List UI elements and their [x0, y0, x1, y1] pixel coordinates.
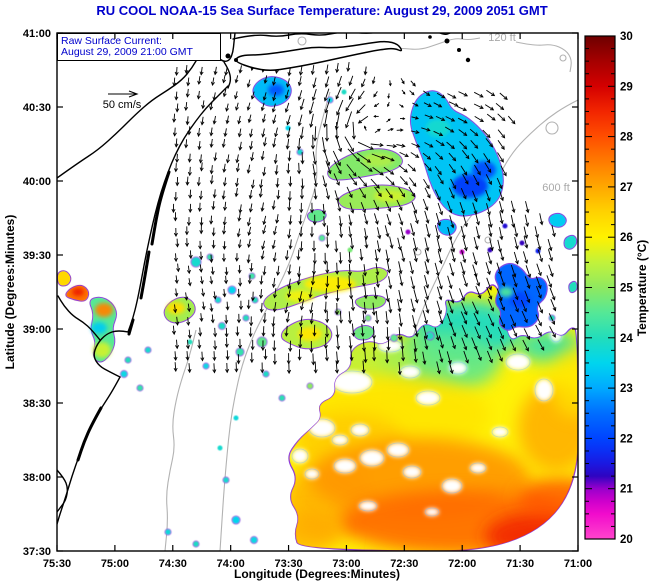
- y-tick-label: 40:00: [23, 176, 51, 188]
- island: [445, 39, 450, 44]
- island: [234, 58, 238, 62]
- sst-speckle: [219, 323, 226, 330]
- sst-speckle: [228, 286, 236, 294]
- colorbar-tick-label: 24: [620, 333, 633, 345]
- x-tick-label: 71:30: [506, 558, 534, 570]
- depth-label-120ft: 120 ft: [488, 32, 516, 44]
- sst-patch-core: [472, 161, 496, 179]
- sst-patch-core: [499, 287, 513, 297]
- current-vector: [299, 163, 300, 174]
- colorbar-label: Temperature (°C): [635, 240, 649, 337]
- scale-arrow-label: 50 cm/s: [103, 99, 142, 111]
- current-vector: [337, 263, 338, 274]
- sst-patch-core: [268, 84, 284, 96]
- sst-patch-core: [72, 288, 84, 296]
- y-tick-label: 40:30: [23, 102, 51, 114]
- current-vector: [326, 302, 327, 313]
- colorbar: 30 29 28 27 26 25 24 23 22 21 20: [585, 31, 633, 546]
- sst-speckle: [342, 90, 347, 95]
- sst-speckle: [243, 315, 249, 321]
- colorbar-tick-label: 23: [620, 383, 633, 395]
- colorbar-tick-label: 21: [620, 484, 633, 496]
- colorbar-tick-label: 28: [620, 132, 633, 144]
- y-tick-label: 38:30: [23, 398, 51, 410]
- sst-speckle: [232, 516, 240, 524]
- current-vector: [313, 354, 314, 365]
- sst-speckle: [236, 348, 244, 356]
- sst-speckle: [279, 395, 285, 401]
- sst-speckle: [234, 416, 239, 421]
- annotation-line2: August 29, 2009 21:00 GMT: [61, 46, 194, 58]
- current-vector: [374, 338, 375, 351]
- colorbar-tick-label: 29: [620, 81, 633, 93]
- sst-speckle: [191, 257, 201, 267]
- island: [226, 54, 231, 59]
- island: [457, 48, 461, 52]
- y-tick-label: 41:00: [23, 28, 51, 40]
- depth-label-600ft: 600 ft: [542, 182, 570, 194]
- colorbar-tick-label: 30: [620, 31, 633, 43]
- sst-speckle: [365, 315, 371, 321]
- sst-speckle: [251, 537, 258, 544]
- sst-speckle: [193, 541, 199, 547]
- current-vector: [302, 152, 303, 163]
- x-tick-label: 75:30: [43, 558, 71, 570]
- sst-speckle: [307, 383, 313, 389]
- sst-speckle: [520, 241, 525, 246]
- sst-speckle: [218, 446, 223, 451]
- current-vector: [327, 237, 328, 248]
- y-tick-label: 39:00: [23, 324, 51, 336]
- sst-speckle: [165, 529, 171, 535]
- island: [466, 58, 470, 62]
- sst-patch-core: [95, 303, 113, 317]
- sst-speckle: [406, 230, 411, 235]
- y-tick-label: 39:30: [23, 250, 51, 262]
- sst-speckle: [257, 337, 267, 347]
- sst-speckle: [319, 235, 325, 241]
- colorbar-tick-label: 27: [620, 182, 633, 194]
- figure-title: RU COOL NOAA-15 Sea Surface Temperature:…: [96, 3, 547, 18]
- x-axis-label: Longitude (Degrees:Minutes): [234, 567, 400, 581]
- current-vector: [374, 348, 375, 360]
- sst-speckle: [391, 335, 398, 342]
- sst-speckle: [223, 477, 229, 483]
- sst-speckle: [145, 347, 151, 353]
- sst-speckle: [503, 224, 508, 229]
- current-vector: [387, 327, 388, 340]
- sst-speckle: [549, 315, 555, 321]
- y-tick-label: 37:30: [23, 546, 51, 558]
- sst-speckle: [327, 97, 333, 103]
- sst-speckle: [203, 363, 209, 369]
- x-tick-label: 74:30: [159, 558, 187, 570]
- current-vector: [315, 362, 316, 373]
- x-tick-label: 71:00: [564, 558, 592, 570]
- surface-current-annotation: Raw Surface Current: August 29, 2009 21:…: [58, 34, 221, 61]
- colorbar-tick-label: 20: [620, 534, 633, 546]
- x-tick-label: 72:00: [448, 558, 476, 570]
- colorbar-tick-label: 25: [620, 283, 633, 295]
- y-tick-label: 38:00: [23, 472, 51, 484]
- colorbar-tick-label: 26: [620, 232, 633, 244]
- sst-speckle: [207, 254, 213, 260]
- y-axis-label: Latitude (Degrees:Minutes): [3, 215, 17, 370]
- sst-speckle: [125, 357, 131, 363]
- current-vector: [325, 337, 326, 349]
- colorbar-tick-label: 22: [620, 433, 633, 445]
- sst-speckle: [263, 371, 269, 377]
- sst-speckle: [121, 371, 128, 378]
- sst-speckle: [137, 385, 143, 391]
- x-tick-label: 75:00: [101, 558, 129, 570]
- island: [428, 35, 432, 39]
- velocity-scale-legend: 50 cm/s: [103, 91, 142, 111]
